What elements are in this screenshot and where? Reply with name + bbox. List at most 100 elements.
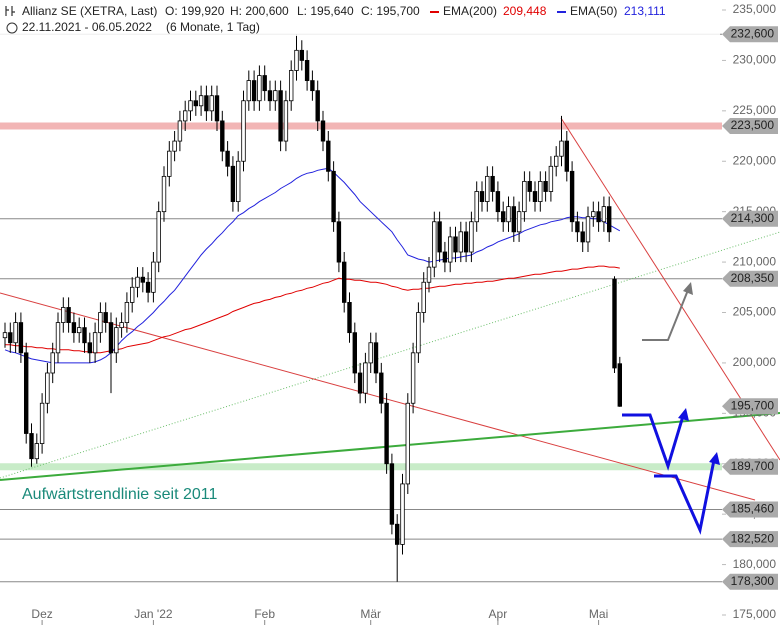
candle-body <box>2 332 8 339</box>
y-tick-label: 225,000 <box>733 103 777 117</box>
candle-body <box>50 352 55 374</box>
x-tick-label: Apr <box>489 607 508 621</box>
x-tick-label: Mär <box>360 607 381 621</box>
ema-line <box>5 265 620 354</box>
candle-body <box>612 278 617 369</box>
candle-body <box>119 322 124 329</box>
candle-body <box>108 322 114 354</box>
candle-body <box>596 211 601 223</box>
x-tick-label: Jan '22 <box>134 607 173 621</box>
candle-body <box>601 206 607 223</box>
arrow-head <box>709 452 720 465</box>
green-trendline <box>0 412 780 481</box>
candle-body <box>288 70 294 102</box>
candle-body <box>432 221 437 268</box>
level-tag <box>722 531 778 548</box>
arrow-head <box>683 282 693 295</box>
level-label: 208,350 <box>731 271 775 285</box>
title: Allianz SE (XETRA, Last) <box>22 4 157 18</box>
candle-body <box>310 80 315 92</box>
candle-body <box>204 95 209 112</box>
candle-body <box>410 352 416 404</box>
candle-body <box>114 327 119 354</box>
candle-body <box>352 332 357 374</box>
candle-body <box>124 302 130 323</box>
level-label: 214,300 <box>731 211 775 225</box>
candle-body <box>326 140 331 172</box>
candle-body <box>262 75 267 92</box>
candle-body <box>145 281 151 293</box>
candle-body <box>331 170 336 223</box>
ohlc: O: 199,920 <box>165 4 225 18</box>
plot <box>2 34 622 582</box>
candle-body <box>278 90 283 142</box>
candle-body <box>8 332 13 344</box>
level-label: 232,600 <box>731 26 775 40</box>
header-bg <box>0 0 720 36</box>
blue-arrow <box>654 459 716 535</box>
candle-body <box>299 49 304 61</box>
ohlc: L: 195,640 <box>297 4 354 18</box>
candle-body <box>479 191 485 202</box>
candle-body <box>421 281 426 313</box>
legend-value: 209,448 <box>503 4 547 18</box>
y-tick-label: 180,000 <box>733 557 777 571</box>
level-label: 189,700 <box>731 459 775 473</box>
candle-body <box>315 90 320 122</box>
bands <box>0 33 722 583</box>
candle-body <box>98 312 103 334</box>
candle-body <box>389 463 395 525</box>
candle-body <box>336 221 342 263</box>
candle-body <box>554 155 559 167</box>
candle-body <box>458 231 463 253</box>
candle-body <box>283 100 289 142</box>
candle-body <box>564 140 569 172</box>
x-tick-label: Dez <box>31 607 52 621</box>
candle-body <box>29 433 34 460</box>
candle-body <box>506 206 511 223</box>
candle-body <box>18 322 24 354</box>
candle-body <box>135 276 140 288</box>
candle-body <box>363 362 368 394</box>
candle-body <box>320 120 326 142</box>
candle-body <box>66 307 71 323</box>
candle-body <box>55 322 61 354</box>
candle-body <box>585 216 591 243</box>
candle-body <box>172 140 177 152</box>
candle-body <box>129 286 135 303</box>
candle-body <box>235 160 241 202</box>
level-tag <box>722 458 778 475</box>
candle-body <box>575 221 580 233</box>
candle-body <box>257 75 262 102</box>
candle-body <box>416 312 421 354</box>
candle-body <box>267 90 273 102</box>
candle-body <box>61 307 66 323</box>
level-label: 178,300 <box>731 574 775 588</box>
candle-body <box>543 181 548 192</box>
level-label: 185,460 <box>731 502 775 516</box>
candle-body <box>373 342 379 374</box>
candle-body <box>220 120 225 152</box>
candle-body <box>357 372 363 394</box>
candle-body <box>532 191 538 202</box>
subtitle: 22.11.2021 - 06.05.2022 <box>22 20 152 34</box>
candle-body <box>34 443 39 460</box>
candle-body <box>103 312 108 323</box>
candle-body <box>214 95 220 122</box>
candle-body <box>580 231 585 243</box>
candle-body <box>151 261 156 293</box>
candle-body <box>384 402 389 465</box>
candle-body <box>209 95 214 112</box>
period: (6 Monate, 1 Tag) <box>166 20 260 34</box>
candle-body <box>559 140 564 157</box>
candle-body <box>71 322 77 334</box>
candle-body <box>538 181 543 202</box>
candle-body <box>77 327 82 334</box>
level-label: 223,500 <box>731 118 775 132</box>
y-tick-label: 205,000 <box>733 305 777 319</box>
legend: EMA(200) 209,448 EMA(50) 213,111 <box>430 4 666 18</box>
ohlc: C: 195,700 <box>361 4 420 18</box>
annotation: Aufwärtstrendlinie seit 2011 <box>22 486 217 503</box>
legend-value: 213,111 <box>624 4 666 18</box>
candle-body <box>251 80 257 102</box>
